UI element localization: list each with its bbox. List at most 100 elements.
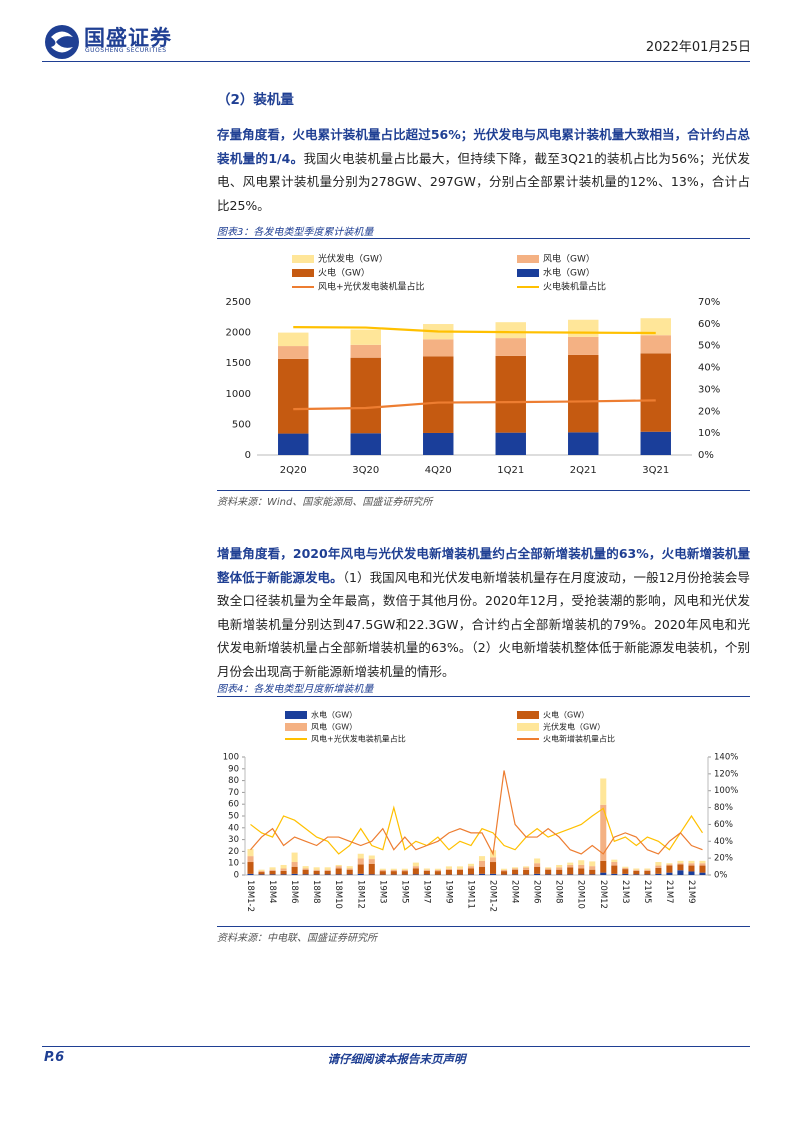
bar (412, 868, 419, 875)
bar (655, 873, 662, 875)
bar (302, 866, 309, 869)
bar (423, 869, 430, 871)
bar (434, 869, 441, 872)
logo-en: GUOSHENG SECURITIES (85, 47, 167, 54)
bar (467, 874, 475, 875)
bar (495, 432, 526, 455)
bar (280, 868, 287, 871)
bar (589, 861, 596, 867)
bar (622, 869, 629, 874)
legend-swatch (517, 255, 539, 263)
bar (357, 873, 364, 875)
bar (622, 866, 629, 868)
bar (302, 874, 309, 875)
bar (495, 338, 526, 356)
bar (379, 869, 386, 872)
legend-label: 风电+光伏发电装机量占比 (311, 734, 406, 744)
bar (490, 857, 497, 863)
bar (368, 855, 375, 860)
bar (247, 849, 254, 857)
bar (578, 864, 585, 869)
bar (350, 329, 381, 345)
legend-swatch (517, 711, 539, 719)
figure-caption: 图表4：各发电类型月度新增装机量 (217, 684, 374, 695)
bar (495, 322, 526, 339)
legend-swatch (517, 269, 539, 277)
bar (335, 874, 342, 875)
bar (688, 863, 695, 866)
bar (501, 869, 508, 872)
legend-swatch (285, 711, 307, 719)
bar (578, 868, 585, 875)
x-tick-label: 18M1-2 (245, 880, 255, 912)
bar (350, 433, 381, 455)
bar (423, 432, 454, 455)
y-tick-label: 1000 (226, 389, 251, 400)
bar (280, 870, 287, 875)
bar (545, 868, 552, 870)
source: 资料来源：Wind、国家能源局、国盛证券研究所 (217, 497, 433, 508)
bar (390, 868, 397, 870)
bar (534, 866, 541, 874)
bar (633, 874, 640, 875)
line (293, 399, 656, 411)
bar (688, 871, 695, 875)
y2-tick-label: 60% (714, 820, 733, 830)
bar (423, 868, 430, 870)
bar (556, 874, 563, 875)
bar (467, 863, 475, 867)
bar (445, 866, 452, 869)
x-tick-label: 20M12 (598, 880, 608, 909)
bar (401, 868, 408, 870)
bar (501, 868, 508, 870)
bar (456, 866, 463, 869)
bar (401, 869, 408, 872)
bar (368, 874, 375, 875)
legend-label: 风电+光伏发电装机量占比 (318, 281, 425, 293)
x-tick-label: 20M8 (554, 880, 564, 904)
bar (640, 353, 671, 432)
y-tick-label: 10 (228, 859, 239, 869)
lead: 存量角度看，火电累计装机量占比超过56%；光伏发电与风电累计装机量大致相当，合计… (217, 127, 750, 166)
bar (324, 867, 331, 870)
bar (611, 859, 618, 863)
bar (568, 354, 599, 433)
bar (379, 871, 386, 875)
lead: 增量角度看，2020年风电与光伏发电新增装机量约占全部新增装机量的63%，火电新… (217, 546, 750, 585)
bar (640, 431, 671, 455)
bar (699, 872, 706, 875)
legend-label: 水电（GW） (543, 267, 595, 279)
bar (600, 778, 607, 805)
bar (495, 355, 526, 433)
bar (666, 864, 673, 866)
bar (677, 860, 684, 864)
bar (589, 869, 596, 875)
figure-caption: 图表3：各发电类型季度累计装机量 (217, 227, 374, 238)
y-tick-label: 90 (228, 764, 239, 774)
bar (512, 874, 519, 875)
bar (379, 868, 386, 870)
caption-rule (217, 238, 750, 239)
body: 我国火电装机量占比最大，但持续下降，截至3Q21的装机占比为56%；光伏发电、风… (217, 150, 750, 213)
bar (622, 867, 629, 870)
bar (556, 864, 563, 868)
y-tick-label: 30 (228, 835, 239, 845)
bar (622, 873, 629, 875)
bar (568, 432, 599, 455)
bar (640, 335, 671, 354)
page-number: P.6 (44, 1050, 65, 1065)
bar (247, 862, 254, 874)
chart: 0 500 1000 1500 2000 2500 0% 10% 20% 30% 40% 50% 60%… (226, 253, 721, 477)
bar (677, 870, 684, 875)
bar (280, 874, 287, 875)
bar (258, 869, 265, 871)
bar (534, 863, 541, 867)
bar (423, 356, 454, 433)
logo-text: 国盛证券 (84, 26, 172, 50)
bar (258, 872, 265, 875)
bar (567, 862, 574, 865)
bar (350, 344, 381, 358)
bar (512, 867, 519, 869)
section-title: （2）装机量 (217, 92, 294, 108)
